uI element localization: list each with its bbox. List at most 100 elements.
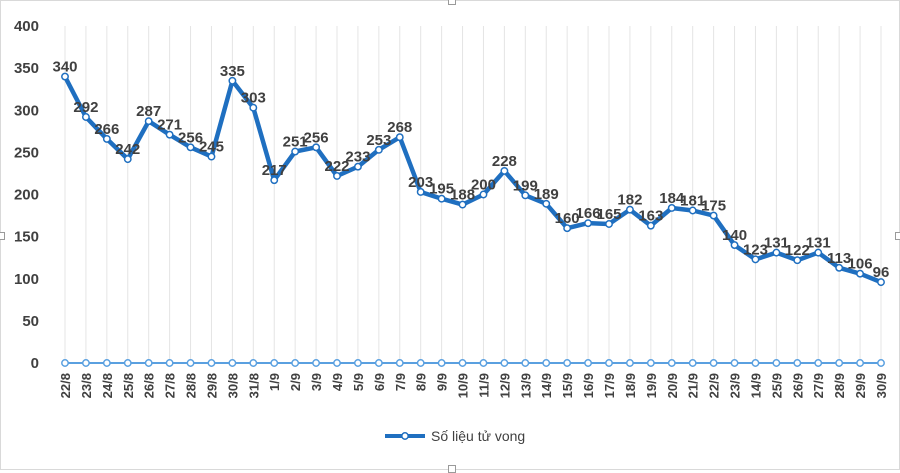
baseline-point: [458, 359, 467, 367]
baseline-point: [500, 359, 509, 367]
y-tick-label: 200: [14, 187, 39, 204]
data-point: [772, 248, 781, 257]
x-tick-label: 9/9: [435, 373, 450, 391]
data-label: 233: [345, 149, 370, 166]
data-point: [395, 133, 404, 142]
baseline-point: [814, 359, 823, 367]
baseline-point: [793, 359, 802, 367]
x-tick-label: 17/9: [602, 373, 617, 398]
baseline-point: [688, 359, 697, 367]
data-point: [814, 248, 823, 257]
x-tick-label: 25/9: [769, 373, 784, 398]
data-label: 113: [827, 250, 851, 267]
x-tick-label: 30/9: [874, 373, 889, 398]
data-point: [186, 143, 195, 152]
data-label: 303: [241, 90, 266, 107]
x-tick-label: 20/9: [665, 373, 680, 398]
data-point: [458, 200, 467, 209]
baseline-point: [625, 359, 634, 367]
y-tick-label: 300: [14, 102, 39, 119]
x-tick-label: 3/9: [309, 373, 324, 391]
resize-handle-top[interactable]: [448, 0, 456, 5]
data-label: 182: [617, 192, 642, 209]
data-point: [144, 117, 153, 126]
data-label: 106: [848, 256, 873, 273]
resize-handle-left[interactable]: [0, 232, 5, 240]
data-point: [625, 205, 634, 214]
data-point: [81, 113, 90, 121]
x-tick-label: 23/8: [79, 373, 94, 398]
baseline-point: [772, 359, 781, 367]
data-point: [437, 194, 446, 203]
x-tick-label: 1/9: [267, 373, 282, 391]
data-point: [270, 176, 279, 185]
x-tick-label: 19/9: [644, 373, 659, 398]
data-point: [61, 72, 69, 81]
x-tick-label: 13/9: [518, 373, 533, 398]
data-point: [542, 199, 551, 208]
data-point: [374, 145, 383, 154]
resize-handle-right[interactable]: [895, 232, 900, 240]
data-label: 165: [596, 206, 621, 223]
baseline-point: [646, 359, 655, 367]
x-tick-label: 30/8: [225, 373, 240, 398]
x-tick-label: 27/9: [811, 373, 826, 398]
baseline-point: [312, 359, 321, 367]
data-label: 256: [304, 129, 329, 146]
data-point: [877, 278, 885, 287]
data-label: 195: [429, 181, 454, 198]
baseline-point: [856, 359, 865, 367]
data-label: 199: [513, 177, 538, 194]
data-label: 335: [220, 63, 245, 80]
data-point: [667, 204, 676, 212]
x-tick-label: 25/8: [121, 373, 136, 398]
y-tick-label: 50: [22, 313, 39, 330]
x-tick-label: 14/9: [748, 373, 763, 398]
baseline-point: [291, 359, 300, 367]
data-label: 131: [764, 235, 789, 252]
x-tick-label: 29/8: [204, 373, 219, 398]
data-point: [102, 134, 111, 143]
x-tick-label: 7/9: [393, 373, 408, 391]
resize-handle-bottom[interactable]: [448, 465, 456, 473]
x-tick-label: 26/8: [142, 373, 157, 398]
data-point: [584, 219, 593, 228]
legend: Số liệu tử vong: [385, 428, 525, 444]
data-label: 217: [262, 162, 287, 179]
data-point: [165, 130, 174, 139]
x-tick-label: 29/9: [853, 373, 868, 398]
data-label: 175: [701, 198, 726, 215]
data-point: [856, 269, 865, 278]
data-label: 251: [283, 134, 308, 151]
data-label: 160: [555, 210, 580, 227]
baseline-point: [61, 359, 69, 367]
data-point: [479, 190, 488, 199]
baseline-point: [186, 359, 195, 367]
y-tick-label: 150: [14, 229, 39, 246]
data-point: [333, 172, 341, 180]
data-point: [646, 221, 655, 230]
data-label: 181: [680, 193, 705, 210]
data-label: 166: [576, 205, 601, 222]
data-point: [123, 155, 132, 164]
data-label: 184: [659, 190, 685, 207]
data-label: 140: [722, 227, 747, 244]
data-label: 131: [806, 235, 831, 252]
data-point: [312, 143, 321, 152]
data-point: [228, 76, 237, 85]
x-tick-label: 5/9: [351, 373, 366, 391]
x-tick-label: 2/9: [288, 373, 303, 391]
data-label: 287: [136, 103, 161, 120]
data-point: [605, 220, 613, 228]
x-tick-label: 23/9: [728, 373, 743, 398]
data-label: 245: [199, 139, 224, 156]
data-label: 268: [387, 119, 412, 136]
y-tick-label: 400: [14, 18, 39, 35]
x-tick-label: 26/9: [790, 373, 805, 398]
baseline-point: [584, 359, 593, 367]
baseline-point: [333, 359, 341, 367]
x-tick-label: 15/9: [560, 373, 575, 398]
data-label: 340: [52, 59, 77, 76]
x-tick-label: 24/8: [100, 373, 115, 398]
